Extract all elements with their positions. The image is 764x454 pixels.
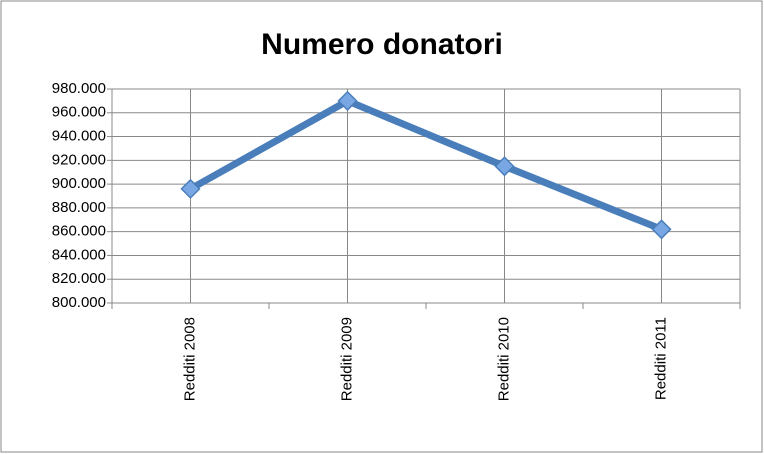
point-marker xyxy=(651,219,672,240)
chart-title: Numero donatori xyxy=(261,28,503,61)
point-marker xyxy=(494,156,515,177)
y-tick-label: 900.000 xyxy=(52,175,106,192)
y-tick-label: 820.000 xyxy=(52,270,106,287)
point-marker xyxy=(337,90,358,111)
x-tick-label: Redditi 2010 xyxy=(495,317,512,401)
point-marker xyxy=(180,178,201,199)
y-tick-label: 960.000 xyxy=(52,104,106,121)
y-tick-label: 940.000 xyxy=(52,128,106,145)
x-tick-label: Redditi 2008 xyxy=(181,317,198,401)
series-line xyxy=(187,97,665,233)
y-tick-label: 980.000 xyxy=(52,80,106,97)
y-tick-label: 920.000 xyxy=(52,151,106,168)
x-tick-label: Redditi 2009 xyxy=(338,317,355,401)
y-tick-label: 880.000 xyxy=(52,199,106,216)
y-tick-label: 800.000 xyxy=(52,294,106,311)
x-tick-label: Redditi 2011 xyxy=(652,317,669,400)
y-tick-label: 860.000 xyxy=(52,223,106,240)
y-tick-label: 840.000 xyxy=(52,246,106,263)
